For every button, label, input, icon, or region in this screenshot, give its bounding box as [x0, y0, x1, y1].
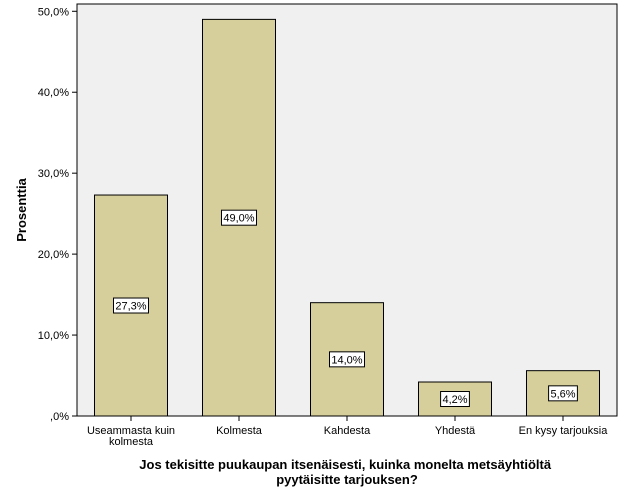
data-label: 4,2% — [442, 394, 467, 406]
data-label-box — [221, 209, 257, 226]
bars: 27,3% 49,0% 14,0% 4,2% 5,6% — [94, 18, 600, 417]
y-tick-label: 10,0% — [38, 330, 69, 342]
y-tick-label: ,0% — [50, 411, 69, 423]
data-label: 5,6% — [550, 388, 575, 400]
category-label-line: Useammasta kuin — [87, 425, 175, 437]
y-tick-label: 50,0% — [38, 6, 69, 18]
category-label: En kysy tarjouksia — [519, 425, 609, 437]
category-label-line: kolmesta — [109, 436, 154, 448]
x-axis-title: Jos tekisitte puukaupan itsenäisesti, ku… — [139, 457, 554, 487]
data-label: 49,0% — [223, 213, 254, 225]
data-label: 27,3% — [115, 301, 146, 313]
category-label-line: Kahdesta — [324, 425, 371, 437]
y-axis: ,0% 10,0% 20,0% 30,0% 40,0% 50,0% — [38, 6, 77, 423]
data-label-box — [440, 391, 470, 408]
y-tick-label: 20,0% — [38, 249, 69, 261]
y-tick-label: 30,0% — [38, 168, 69, 180]
x-axis-title-line-2: pyytäisitte tarjouksen? — [276, 472, 418, 487]
x-axis: Useammasta kuin kolmesta Kolmesta Kahdesta Y… — [87, 416, 608, 448]
data-label: 14,0% — [331, 354, 362, 366]
category-label: Kahdesta — [324, 425, 371, 437]
category-label: Yhdestä — [435, 425, 476, 437]
category-label-line: Kolmesta — [216, 425, 263, 437]
y-axis-title: Prosenttia — [14, 177, 29, 241]
data-label-box — [113, 297, 149, 314]
y-tick-label: 40,0% — [38, 87, 69, 99]
category-label: Useammasta kuin kolmesta — [87, 425, 175, 448]
category-label-line: En kysy tarjouksia — [519, 425, 609, 437]
x-axis-title-line-1: Jos tekisitte puukaupan itsenäisesti, ku… — [139, 457, 552, 472]
data-label-box — [329, 351, 365, 368]
category-label-line: Yhdestä — [435, 425, 476, 437]
data-label-box — [548, 385, 578, 402]
category-label: Kolmesta — [216, 425, 263, 437]
